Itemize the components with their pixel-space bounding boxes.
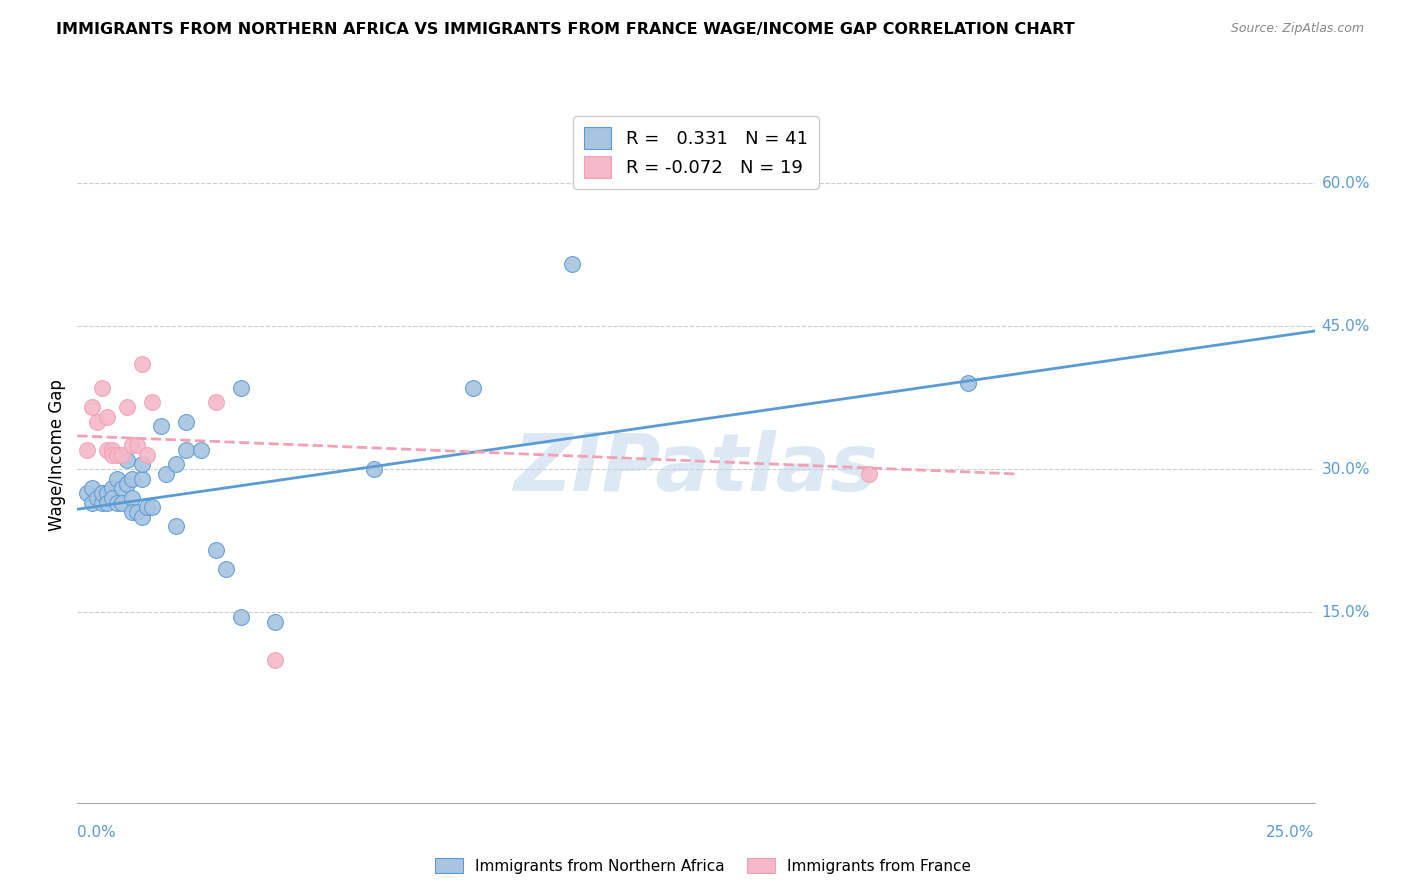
- Point: [91, 486, 114, 500]
- Point: [105, 495, 128, 509]
- Point: [111, 448, 134, 462]
- Text: 60.0%: 60.0%: [1322, 176, 1369, 191]
- Point: [363, 462, 385, 476]
- Point: [264, 653, 287, 667]
- Point: [76, 443, 98, 458]
- Point: [121, 491, 143, 505]
- Y-axis label: Wage/Income Gap: Wage/Income Gap: [48, 379, 66, 531]
- Point: [82, 481, 104, 495]
- Point: [205, 543, 228, 558]
- Point: [76, 486, 98, 500]
- Point: [125, 505, 148, 519]
- Text: Source: ZipAtlas.com: Source: ZipAtlas.com: [1230, 22, 1364, 36]
- Point: [131, 357, 153, 371]
- Legend: Immigrants from Northern Africa, Immigrants from France: Immigrants from Northern Africa, Immigra…: [429, 852, 977, 880]
- Point: [125, 438, 148, 452]
- Point: [82, 495, 104, 509]
- Point: [205, 395, 228, 409]
- Point: [174, 443, 197, 458]
- Point: [96, 443, 118, 458]
- Legend: R =   0.331   N = 41, R = -0.072   N = 19: R = 0.331 N = 41, R = -0.072 N = 19: [574, 116, 818, 189]
- Point: [174, 415, 197, 429]
- Point: [141, 395, 163, 409]
- Point: [91, 495, 114, 509]
- Text: ZIPatlas: ZIPatlas: [513, 430, 879, 508]
- Point: [101, 481, 124, 495]
- Point: [150, 419, 173, 434]
- Point: [82, 401, 104, 415]
- Point: [96, 495, 118, 509]
- Text: 0.0%: 0.0%: [77, 825, 117, 840]
- Point: [121, 438, 143, 452]
- Point: [105, 472, 128, 486]
- Point: [115, 476, 138, 491]
- Text: IMMIGRANTS FROM NORTHERN AFRICA VS IMMIGRANTS FROM FRANCE WAGE/INCOME GAP CORREL: IMMIGRANTS FROM NORTHERN AFRICA VS IMMIG…: [56, 22, 1074, 37]
- Point: [111, 481, 134, 495]
- Point: [463, 381, 485, 395]
- Text: 25.0%: 25.0%: [1267, 825, 1315, 840]
- Point: [229, 381, 252, 395]
- Point: [96, 409, 118, 424]
- Point: [101, 491, 124, 505]
- Point: [215, 562, 238, 576]
- Point: [101, 448, 124, 462]
- Point: [131, 509, 153, 524]
- Point: [561, 257, 583, 271]
- Point: [121, 505, 143, 519]
- Point: [121, 472, 143, 486]
- Point: [858, 467, 880, 481]
- Text: 30.0%: 30.0%: [1322, 462, 1369, 476]
- Text: 45.0%: 45.0%: [1322, 318, 1369, 334]
- Point: [105, 448, 128, 462]
- Point: [155, 467, 177, 481]
- Point: [957, 376, 980, 391]
- Point: [91, 381, 114, 395]
- Point: [165, 458, 187, 472]
- Point: [115, 452, 138, 467]
- Point: [86, 415, 108, 429]
- Point: [165, 519, 187, 533]
- Point: [141, 500, 163, 515]
- Point: [131, 458, 153, 472]
- Point: [111, 495, 134, 509]
- Point: [135, 448, 157, 462]
- Point: [96, 486, 118, 500]
- Point: [264, 615, 287, 629]
- Point: [135, 500, 157, 515]
- Point: [190, 443, 212, 458]
- Text: 15.0%: 15.0%: [1322, 605, 1369, 620]
- Point: [101, 443, 124, 458]
- Point: [229, 610, 252, 624]
- Point: [86, 491, 108, 505]
- Point: [131, 472, 153, 486]
- Point: [115, 401, 138, 415]
